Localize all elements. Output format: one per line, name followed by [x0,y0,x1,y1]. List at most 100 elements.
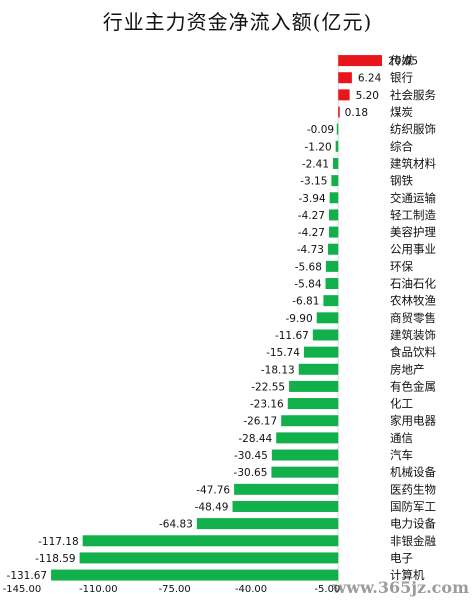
category-label: 钢铁 [390,174,413,188]
category-label: 商贸零售 [390,311,436,325]
bar [331,175,339,187]
bar [289,380,339,392]
bar [333,157,339,169]
x-tick-label: -75.00 [159,584,191,595]
category-label: 汽车 [390,448,413,462]
category-label: 交通运输 [390,191,436,205]
bar [335,140,339,152]
bar-value-label: -15.74 [266,347,300,359]
category-label: 纺织服饰 [390,122,436,136]
bar-value-label: -3.15 [300,176,327,188]
bar [338,55,382,67]
watermark: www.365jz.com [332,578,469,597]
bar [281,415,339,427]
bar [276,432,339,444]
category-label: 煤炭 [390,105,413,119]
bar [325,260,339,272]
bar-value-label: 5.20 [356,90,379,102]
category-label: 美容护理 [390,225,436,239]
bar-value-label: -30.45 [234,450,268,462]
category-label: 化工 [390,397,413,411]
bar [327,243,339,255]
category-label: 轻工制造 [390,208,436,222]
bar [232,500,339,512]
bar [336,123,339,135]
bar-value-label: -4.73 [297,244,324,256]
chart-title: 行业主力资金净流入额(亿元) [102,10,373,34]
bar [328,209,339,221]
bar [338,106,340,118]
x-tick-label: -5.00 [314,584,340,595]
bar-value-label: -4.27 [298,227,325,239]
bar-value-label: -3.94 [299,193,326,205]
x-tick-label: -110.00 [79,584,118,595]
category-label: 建筑装饰 [390,328,436,342]
bar-value-label: -131.67 [7,570,48,582]
bar [298,363,339,375]
bar [287,398,339,410]
bar-value-label: -22.55 [251,381,285,393]
category-label: 石油石化 [390,277,436,291]
bar-value-label: -1.20 [304,141,331,153]
bar [325,278,339,290]
bar-value-label: -23.16 [250,399,284,411]
category-label: 社会服务 [390,88,436,102]
category-label: 医药生物 [390,482,436,496]
bar-value-label: -118.59 [35,553,76,565]
bar [338,72,352,84]
bar [79,552,339,564]
bar [303,346,339,358]
category-label: 传媒 [390,54,413,68]
category-label: 建筑材料 [390,156,436,170]
category-label: 综合 [390,139,413,153]
bar [323,295,339,307]
category-label: 公用事业 [390,242,436,256]
bar-value-label: -9.90 [286,313,313,325]
category-label: 国防军工 [390,499,436,513]
bar-value-label: 6.24 [358,73,382,85]
bar-value-label: 20.05 [388,56,418,68]
category-label: 有色金属 [390,379,436,393]
bar-value-label: -11.67 [275,330,309,342]
category-label: 机械设备 [390,465,436,479]
bar [271,466,339,478]
bar [196,518,339,530]
category-label: 房地产 [390,362,425,376]
category-label: 家用电器 [390,414,436,428]
bar-value-label: 0.18 [345,107,368,119]
bar-value-label: -117.18 [38,536,79,548]
x-tick-label: -40.00 [235,584,267,595]
bar-value-label: -28.44 [238,433,272,445]
category-label: 非银金融 [390,534,436,548]
bar [338,89,350,101]
category-label: 食品饮料 [390,345,436,359]
bar [82,535,339,547]
bar [271,449,339,461]
bar-value-label: -2.41 [302,158,329,170]
bar [316,312,339,324]
category-label: 电子 [390,551,413,565]
bar [329,192,339,204]
bar [234,483,339,495]
bar [312,329,339,341]
bar-value-label: -47.76 [196,484,230,496]
bar-value-label: -5.84 [294,279,321,291]
category-label: 农林牧渔 [390,294,436,308]
bar-value-label: -64.83 [159,519,193,531]
bar-value-label: -4.27 [298,210,325,222]
category-label: 环保 [390,259,413,273]
bar [328,226,339,238]
category-label: 银行 [390,71,413,85]
bar-value-label: -30.65 [234,467,268,479]
bar-value-label: -0.09 [307,124,334,136]
bar-value-label: -18.13 [261,364,295,376]
category-label: 电力设备 [390,517,436,531]
category-label: 计算机 [390,568,425,582]
bar-value-label: -48.49 [195,501,229,513]
bar-value-label: -5.68 [295,261,322,273]
bar [51,569,339,581]
bar-value-label: -6.81 [292,296,319,308]
bar-value-label: -26.17 [243,416,277,428]
category-label: 通信 [390,431,413,445]
